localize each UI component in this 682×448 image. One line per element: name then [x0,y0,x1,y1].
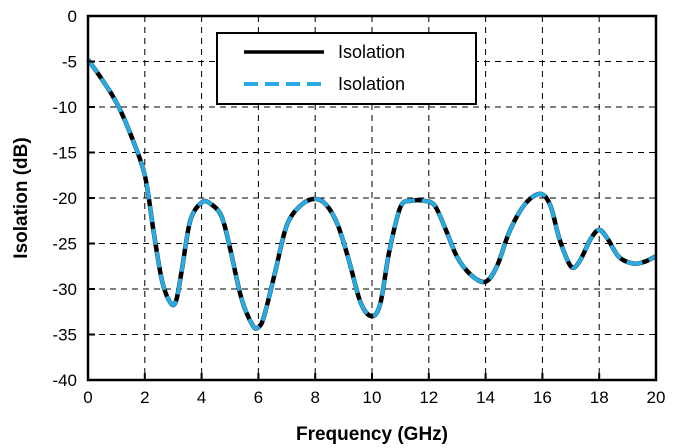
legend-label-series-2: Isolation [338,74,405,94]
x-tick-label: 20 [647,388,666,407]
legend-box [216,32,477,105]
y-tick-label: -25 [52,235,77,254]
series-layer [86,58,658,331]
x-tick-label: 18 [590,388,609,407]
y-tick-label: -20 [52,189,77,208]
x-tick-label: 4 [197,388,206,407]
x-tick-label: 12 [419,388,438,407]
y-tick-label: -10 [52,98,77,117]
x-tick-label: 10 [363,388,382,407]
x-tick-label: 14 [476,388,495,407]
y-tick-label: -35 [52,326,77,345]
legend-label-series-1: Isolation [338,42,405,62]
y-tick-label: -30 [52,280,77,299]
x-tick-label: 6 [254,388,263,407]
x-tick-label: 0 [83,388,92,407]
ticks: 0 2 4 6 8 10 12 14 16 18 20 0 -5 -10 -15 -20 -25 -30 -35 -4… [52,7,665,407]
legend: Isolation Isolation [216,32,477,105]
y-axis-title: Isolation (dB) [11,137,32,258]
x-axis-title: Frequency (GHz) [296,424,448,445]
x-tick-label: 16 [533,388,552,407]
y-tick-label: -5 [62,53,77,72]
y-tick-label: -15 [52,144,77,163]
series-line-2 [86,58,657,331]
x-tick-label: 8 [310,388,319,407]
y-tick-label: -40 [52,371,77,390]
y-tick-label: 0 [68,7,77,26]
x-tick-label: 2 [140,388,149,407]
